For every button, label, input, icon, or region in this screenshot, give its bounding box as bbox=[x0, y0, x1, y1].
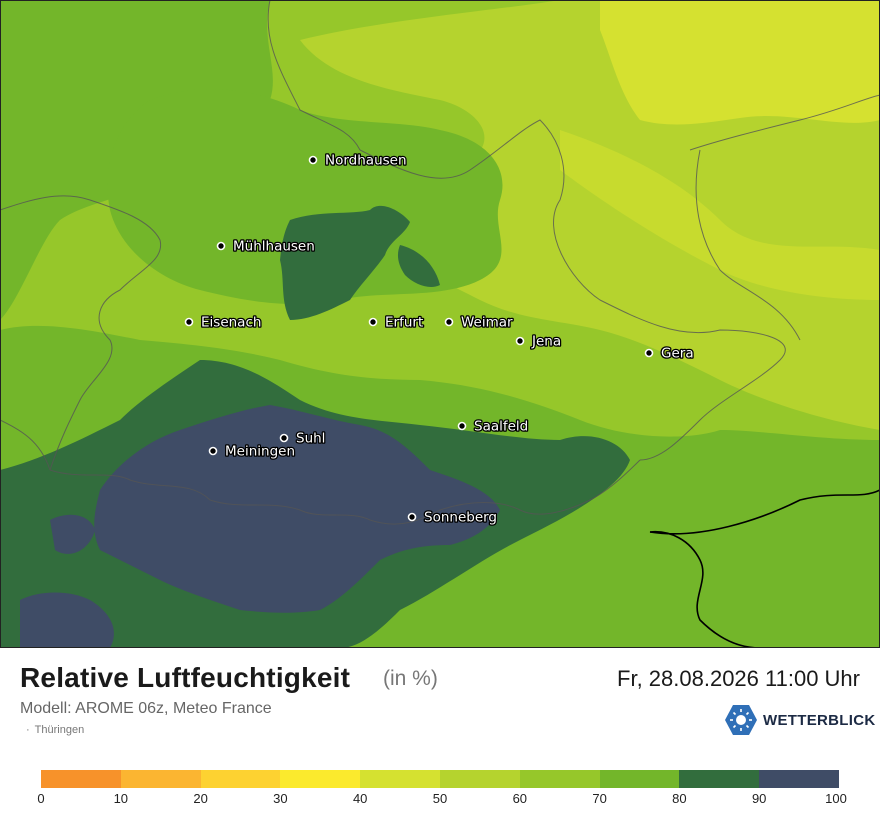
model-info: Modell: AROME 06z, Meteo France bbox=[20, 700, 272, 717]
city-suhl[interactable]: Suhl bbox=[279, 429, 327, 448]
legend-tick: 60 bbox=[512, 791, 528, 806]
humidity-field-90-100-w bbox=[50, 514, 95, 554]
legend-tick: 50 bbox=[432, 791, 448, 806]
legend-tick: 20 bbox=[193, 791, 208, 806]
legend-swatch-40-50 bbox=[360, 770, 440, 788]
humidity-field-40-50 bbox=[600, 0, 880, 125]
map-title: Relative Luftfeuchtigkeit bbox=[20, 662, 351, 693]
city-dot bbox=[444, 317, 454, 327]
wetterblick-logo[interactable]: WETTERBLICK bbox=[724, 704, 875, 736]
city-label: Nordhausen bbox=[325, 153, 407, 169]
legend-tick: 100 bbox=[825, 791, 847, 806]
city-label: Suhl bbox=[296, 431, 325, 447]
legend-tick: 70 bbox=[592, 791, 607, 806]
city-dot bbox=[515, 336, 525, 346]
legend-swatch-60-70 bbox=[519, 770, 600, 788]
city-dot bbox=[184, 317, 194, 327]
humidity-field-40-50-east bbox=[560, 130, 880, 300]
humidity-field-80-90-center bbox=[280, 205, 410, 320]
color-legend bbox=[41, 770, 839, 788]
city-label: Jena bbox=[531, 334, 561, 350]
legend-swatch-20-30 bbox=[200, 770, 281, 788]
city-eisenach[interactable]: Eisenach bbox=[184, 313, 263, 332]
legend-tick: 40 bbox=[352, 791, 368, 806]
legend-swatch-90-100 bbox=[759, 770, 839, 788]
legend-tick: 90 bbox=[751, 791, 767, 806]
legend-tick: 10 bbox=[113, 791, 129, 806]
region-label: Thüringen bbox=[26, 724, 85, 736]
city-sonneberg[interactable]: Sonneberg bbox=[407, 508, 498, 527]
city-label: Weimar bbox=[461, 315, 513, 331]
city-saalfeld[interactable]: Saalfeld bbox=[457, 417, 530, 436]
legend-swatch-30-40 bbox=[280, 770, 361, 788]
city-label: Meiningen bbox=[225, 444, 295, 460]
city-dot bbox=[368, 317, 378, 327]
city-muehlhausen[interactable]: Mühlhausen bbox=[216, 237, 316, 256]
city-dot bbox=[407, 512, 417, 522]
city-label: Gera bbox=[661, 346, 694, 362]
humidity-field-90-100-sw bbox=[20, 592, 114, 648]
city-label: Sonneberg bbox=[424, 510, 497, 526]
legend-tick: 0 bbox=[37, 791, 45, 806]
map-footer: Relative Luftfeuchtigkeit (in %) Fr, 28.… bbox=[0, 648, 880, 830]
city-label: Eisenach bbox=[201, 315, 261, 331]
legend-tick: 80 bbox=[672, 791, 687, 806]
city-dot bbox=[308, 155, 318, 165]
city-weimar[interactable]: Weimar bbox=[444, 313, 514, 332]
legend-swatch-0-10 bbox=[41, 770, 121, 788]
legend-swatch-70-80 bbox=[599, 770, 680, 788]
city-label: Erfurt bbox=[385, 315, 423, 331]
brand-name: WETTERBLICK bbox=[763, 711, 876, 729]
legend-swatch-80-90 bbox=[679, 770, 760, 788]
legend-tick: 30 bbox=[273, 791, 288, 806]
city-label: Saalfeld bbox=[474, 419, 528, 435]
legend-swatch-50-60 bbox=[439, 770, 520, 788]
city-markers: Nordhausen Mühlhausen Eisenach Erfurt We… bbox=[184, 151, 695, 527]
map-unit: (in %) bbox=[383, 667, 438, 690]
sun-icon bbox=[725, 705, 757, 735]
city-meiningen[interactable]: Meiningen bbox=[208, 442, 296, 461]
city-dot bbox=[457, 421, 467, 431]
city-gera[interactable]: Gera bbox=[644, 344, 695, 363]
city-jena[interactable]: Jena bbox=[515, 332, 562, 351]
city-dot bbox=[279, 433, 289, 443]
legend-swatch-10-20 bbox=[120, 770, 201, 788]
city-erfurt[interactable]: Erfurt bbox=[368, 313, 425, 332]
country-border bbox=[649, 489, 880, 648]
state-borders bbox=[0, 0, 880, 525]
forecast-datetime: Fr, 28.08.2026 11:00 Uhr bbox=[617, 666, 860, 691]
city-dot bbox=[216, 241, 226, 251]
city-dot bbox=[208, 446, 218, 456]
city-label: Mühlhausen bbox=[233, 239, 315, 255]
humidity-map[interactable]: Nordhausen Mühlhausen Eisenach Erfurt We… bbox=[0, 0, 880, 648]
city-nordhausen[interactable]: Nordhausen bbox=[308, 151, 408, 170]
city-dot bbox=[644, 348, 654, 358]
humidity-field-80-90-arm bbox=[397, 245, 440, 287]
